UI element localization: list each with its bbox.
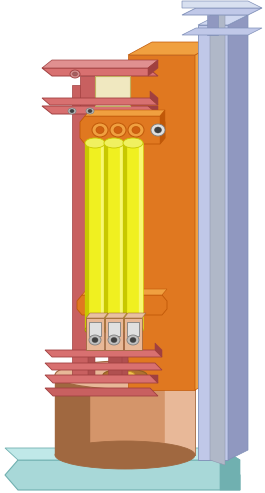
- Polygon shape: [86, 318, 104, 350]
- Polygon shape: [85, 143, 89, 330]
- Polygon shape: [220, 448, 240, 490]
- Polygon shape: [45, 375, 158, 383]
- Ellipse shape: [104, 325, 124, 335]
- Polygon shape: [160, 110, 165, 144]
- Polygon shape: [108, 85, 122, 380]
- Polygon shape: [139, 143, 143, 330]
- Polygon shape: [128, 55, 195, 390]
- Polygon shape: [80, 76, 95, 106]
- Polygon shape: [148, 106, 158, 114]
- Ellipse shape: [55, 441, 195, 469]
- Ellipse shape: [104, 138, 124, 148]
- Polygon shape: [182, 1, 262, 8]
- Polygon shape: [124, 313, 146, 318]
- Polygon shape: [101, 143, 105, 330]
- Ellipse shape: [86, 108, 94, 114]
- Ellipse shape: [123, 325, 143, 335]
- Polygon shape: [104, 143, 124, 330]
- Polygon shape: [88, 80, 95, 380]
- Ellipse shape: [55, 361, 195, 389]
- Polygon shape: [122, 80, 128, 380]
- Ellipse shape: [108, 335, 120, 345]
- Ellipse shape: [115, 371, 135, 379]
- Polygon shape: [42, 60, 158, 68]
- Polygon shape: [124, 318, 142, 350]
- Ellipse shape: [73, 72, 77, 76]
- Polygon shape: [120, 143, 124, 330]
- Polygon shape: [89, 322, 101, 336]
- Polygon shape: [150, 91, 158, 105]
- Polygon shape: [195, 42, 218, 390]
- Ellipse shape: [130, 338, 136, 343]
- Ellipse shape: [127, 335, 139, 345]
- Polygon shape: [45, 350, 162, 357]
- Ellipse shape: [70, 70, 80, 78]
- Polygon shape: [150, 375, 158, 383]
- Polygon shape: [86, 313, 108, 318]
- Polygon shape: [45, 388, 158, 396]
- Ellipse shape: [88, 109, 92, 112]
- Polygon shape: [72, 85, 88, 380]
- Polygon shape: [55, 375, 90, 455]
- Polygon shape: [182, 28, 262, 35]
- Polygon shape: [5, 460, 240, 490]
- Ellipse shape: [92, 338, 98, 343]
- Polygon shape: [210, 8, 225, 465]
- Ellipse shape: [89, 335, 101, 345]
- Ellipse shape: [110, 123, 126, 137]
- Polygon shape: [85, 110, 165, 116]
- Polygon shape: [80, 116, 165, 144]
- Polygon shape: [207, 15, 218, 35]
- Ellipse shape: [154, 127, 161, 133]
- Ellipse shape: [96, 127, 104, 134]
- Polygon shape: [105, 318, 123, 350]
- Ellipse shape: [92, 123, 108, 137]
- Ellipse shape: [132, 127, 140, 134]
- Polygon shape: [104, 143, 108, 330]
- Ellipse shape: [114, 127, 122, 134]
- Polygon shape: [128, 42, 218, 55]
- Ellipse shape: [70, 109, 74, 112]
- Polygon shape: [182, 8, 262, 15]
- Polygon shape: [5, 448, 240, 460]
- Ellipse shape: [103, 369, 147, 381]
- Polygon shape: [155, 343, 162, 357]
- Polygon shape: [165, 375, 195, 455]
- Ellipse shape: [85, 138, 105, 148]
- Polygon shape: [42, 106, 158, 114]
- Ellipse shape: [111, 338, 117, 343]
- Ellipse shape: [85, 325, 105, 335]
- Ellipse shape: [123, 138, 143, 148]
- Polygon shape: [123, 143, 127, 330]
- Polygon shape: [108, 322, 120, 336]
- Polygon shape: [127, 322, 139, 336]
- Polygon shape: [198, 25, 228, 460]
- Ellipse shape: [68, 108, 76, 114]
- Polygon shape: [85, 143, 105, 330]
- Ellipse shape: [128, 123, 144, 137]
- Polygon shape: [148, 60, 158, 76]
- Polygon shape: [198, 15, 248, 25]
- Polygon shape: [105, 313, 127, 318]
- Polygon shape: [42, 98, 158, 105]
- Polygon shape: [77, 295, 167, 315]
- Polygon shape: [42, 68, 158, 76]
- Polygon shape: [55, 375, 195, 455]
- Polygon shape: [82, 289, 167, 295]
- Polygon shape: [123, 143, 143, 330]
- Polygon shape: [228, 15, 248, 460]
- Polygon shape: [45, 363, 162, 370]
- Ellipse shape: [151, 124, 165, 136]
- Polygon shape: [95, 76, 130, 106]
